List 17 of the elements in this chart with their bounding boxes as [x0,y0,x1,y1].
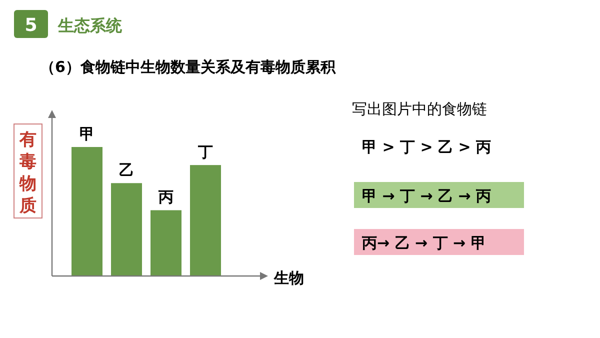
x-tick-label: 甲 [80,125,94,143]
text: 甲 > 丁 > 乙 > 丙 [362,138,492,156]
text: 写出图片中的食物链 [352,100,487,118]
chart-title: （6）食物链中生物数量关系及有毒物质累积 [40,58,336,76]
y-axis-title: 有毒物质 [18,130,36,216]
bar [111,183,142,276]
text: 5 [24,15,38,36]
bar [150,210,182,276]
text: 丙→ 乙 → 丁 → 甲 [361,234,486,252]
text: 生态系统 [57,16,123,35]
bar [72,147,102,276]
x-tick-label: 丙 [158,188,174,206]
x-axis-title: 生物 [273,269,304,287]
x-tick-label: 乙 [119,161,134,180]
bar [190,165,221,276]
text: 甲 → 丁 → 乙 → 丙 [362,187,492,205]
x-tick-label: 丁 [197,143,213,162]
